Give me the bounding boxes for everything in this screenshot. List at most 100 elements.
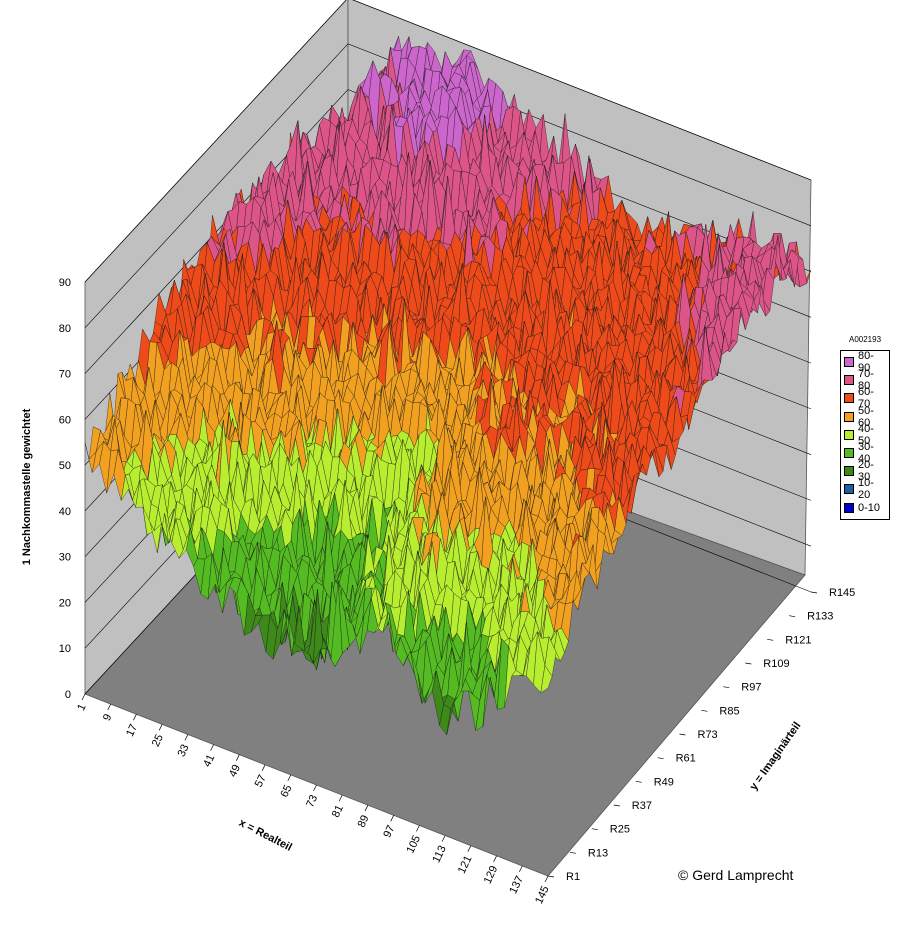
x-tick-mark xyxy=(210,744,214,751)
legend-swatch xyxy=(844,429,854,440)
x-tick-label: 33 xyxy=(176,743,192,759)
legend-item: 50-60 xyxy=(844,405,886,429)
legend-item: 0-10 xyxy=(844,499,886,517)
legend-item: 70-80 xyxy=(844,368,886,393)
x-tick-label: 65 xyxy=(278,783,294,799)
surface-mesh xyxy=(84,36,812,736)
x-tick-label: 73 xyxy=(304,793,320,809)
x-tick-label: 129 xyxy=(482,864,501,886)
legend-item: 30-40 xyxy=(844,441,886,466)
legend-item: 40-50 xyxy=(844,422,886,447)
y-tick-label: R109 xyxy=(763,658,789,670)
x-tick-label: 137 xyxy=(507,874,526,896)
legend-label: 0-10 xyxy=(858,501,881,514)
legend-label: 70-80 xyxy=(858,368,874,393)
y-tick-mark xyxy=(810,591,818,594)
y-tick-mark xyxy=(789,615,796,618)
x-tick-label: 17 xyxy=(124,722,140,738)
z-tick-label: 10 xyxy=(59,643,71,655)
x-tick-mark xyxy=(133,714,137,721)
y-tick-label: R1 xyxy=(566,871,580,883)
z-gridline xyxy=(84,0,812,283)
y-tick-mark xyxy=(723,686,730,689)
copyright-credit: © Gerd Lamprecht xyxy=(678,867,794,883)
legend-label: 40-50 xyxy=(858,422,874,447)
legend-swatch xyxy=(844,466,854,477)
x-tick-label: 105 xyxy=(404,834,423,856)
z-tick-label: 50 xyxy=(59,460,71,472)
legend-swatch xyxy=(844,411,854,422)
z-axis-title: 1 Nachkommastelle gewichtet xyxy=(21,408,33,565)
x-tick-label: 145 xyxy=(533,884,552,906)
x-tick-mark xyxy=(313,784,317,792)
legend-swatch xyxy=(844,375,854,386)
y-tick-label: R145 xyxy=(829,587,855,599)
z-tick-label: 0 xyxy=(65,689,71,701)
y-tick-mark xyxy=(701,709,708,712)
z-tick-label: 90 xyxy=(59,277,71,289)
legend: A002193 80-90 70-80 60-70 50-60 40-50 30-40 20… xyxy=(840,335,890,520)
y-tick-label: R61 xyxy=(676,753,696,765)
x-tick-mark xyxy=(441,835,446,842)
y-tick-label: R121 xyxy=(785,634,811,646)
x-tick-mark xyxy=(364,805,369,812)
z-tick-label: 40 xyxy=(59,506,71,518)
x-tick-label: 9 xyxy=(101,712,114,723)
x-tick-label: 25 xyxy=(150,732,166,748)
x-tick-label: 89 xyxy=(356,813,372,829)
legend-label: 80-90 xyxy=(858,350,874,375)
z-tick-label: 60 xyxy=(59,414,71,426)
y-tick-mark xyxy=(635,780,642,783)
x-tick-label: 1 xyxy=(75,702,88,713)
legend-title: A002193 xyxy=(848,335,882,344)
z-tick-label: 20 xyxy=(59,597,71,609)
y-axis-title: y = Imaginärteil xyxy=(748,720,804,793)
x-tick-mark xyxy=(81,693,86,701)
x-tick-mark xyxy=(184,734,189,741)
x-tick-mark xyxy=(416,825,420,832)
legend-item: 80-90 xyxy=(844,350,886,375)
legend-item: 20-30 xyxy=(844,459,886,484)
legend-item: 10-20 xyxy=(844,477,886,501)
y-tick-label: R85 xyxy=(719,705,739,717)
legend-swatch xyxy=(844,357,854,368)
x-tick-label: 57 xyxy=(253,773,269,789)
y-tick-mark xyxy=(657,757,664,760)
y-tick-mark xyxy=(679,733,686,736)
x-tick-mark xyxy=(467,845,472,852)
y-tick-label: R37 xyxy=(632,800,652,812)
y-tick-label: R133 xyxy=(807,611,833,623)
x-tick-label: 41 xyxy=(201,753,217,769)
x-tick-label: 97 xyxy=(381,823,397,839)
z-tick-label: 70 xyxy=(59,369,71,381)
y-tick-label: R73 xyxy=(698,729,718,741)
legend-label: 20-30 xyxy=(858,459,874,484)
legend-label: 60-70 xyxy=(858,386,874,411)
legend-swatch xyxy=(844,393,854,404)
x-tick-label: 121 xyxy=(456,854,475,876)
x-tick-mark xyxy=(261,764,266,771)
z-tick-label: 30 xyxy=(59,552,71,564)
y-tick-mark xyxy=(569,851,576,854)
y-tick-mark xyxy=(745,662,752,665)
y-tick-mark xyxy=(591,828,598,831)
y-tick-mark xyxy=(547,875,555,878)
z-gridline xyxy=(84,43,812,329)
y-tick-label: R13 xyxy=(588,847,608,859)
x-tick-mark xyxy=(235,754,240,761)
x-tick-mark xyxy=(518,865,523,873)
y-tick-label: R49 xyxy=(654,776,674,788)
z-tick-label: 80 xyxy=(59,323,71,335)
x-tick-mark xyxy=(338,794,343,802)
x-axis-title: x = Realteil xyxy=(237,817,294,854)
x-tick-mark xyxy=(493,855,497,862)
legend-swatch xyxy=(844,448,854,459)
legend-label: 30-40 xyxy=(858,441,874,466)
y-tick-label: R97 xyxy=(741,682,761,694)
y-tick-mark xyxy=(613,804,620,807)
x-tick-mark xyxy=(158,724,163,731)
x-tick-mark xyxy=(544,875,549,883)
legend-swatch xyxy=(844,484,854,495)
